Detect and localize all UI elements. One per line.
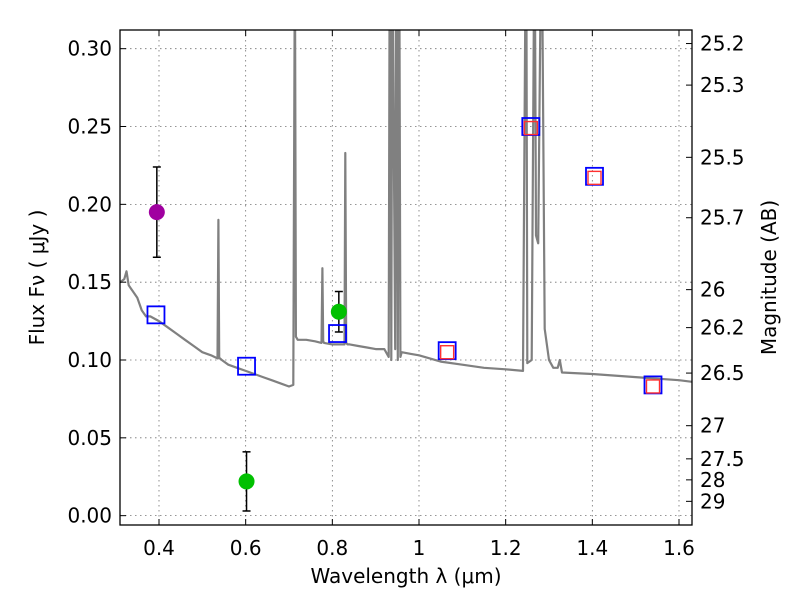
right-tick-label: 29 <box>700 489 725 513</box>
axis-ticks <box>120 30 692 525</box>
right-tick-label: 26 <box>700 278 725 302</box>
right-tick-label: 25.2 <box>700 32 745 56</box>
model-spectrum <box>120 30 692 388</box>
x-tick-label: 1.6 <box>663 536 695 560</box>
right-tick-label: 25.7 <box>700 206 745 230</box>
x-tick-label: 0.6 <box>230 536 262 560</box>
grid <box>120 30 692 525</box>
right-tick-label: 28 <box>700 468 725 492</box>
x-axis-label: Wavelength λ (μm) <box>310 564 501 588</box>
data-point <box>237 356 256 376</box>
y-tick-label: 0.10 <box>67 348 112 372</box>
y-tick-label: 0.05 <box>67 426 112 450</box>
right-tick-label: 25.5 <box>700 145 745 169</box>
data-point <box>328 324 347 343</box>
y-tick-label: 0.20 <box>67 192 112 216</box>
right-tick-label: 25.3 <box>700 73 745 97</box>
y-axis-label: Flux Fν ( μJy ) <box>25 210 49 346</box>
x-tick-label: 1.2 <box>490 536 522 560</box>
x-tick-label: 1 <box>413 536 426 560</box>
y-tick-label: 0.00 <box>67 504 112 528</box>
x-tick-label: 0.8 <box>316 536 348 560</box>
data-point <box>587 170 602 186</box>
data-points <box>146 117 663 512</box>
y-tick-label: 0.15 <box>67 270 112 294</box>
data-point <box>645 379 661 394</box>
data-point <box>238 473 255 490</box>
right-axis-label: Magnitude (AB) <box>757 200 781 355</box>
data-point <box>439 345 455 360</box>
right-tick-label: 26.5 <box>700 361 745 385</box>
right-tick-label: 26.2 <box>700 316 745 340</box>
tick-labels: 0.4 0.6 0.8 1 1.2 1.4 1.6 0.00 0.05 0.10 0.15 0.20 0… <box>67 32 744 560</box>
spectrum-line <box>120 30 692 388</box>
right-tick-label: 27.5 <box>700 447 745 471</box>
right-tick-label: 27 <box>700 414 725 438</box>
data-point <box>330 303 347 320</box>
data-point <box>523 120 538 136</box>
data-point <box>146 305 166 325</box>
x-tick-label: 1.4 <box>576 536 608 560</box>
data-point <box>148 204 165 221</box>
x-tick-label: 0.4 <box>143 536 175 560</box>
y-tick-label: 0.30 <box>67 37 112 61</box>
y-tick-label: 0.25 <box>67 115 112 139</box>
plot-frame <box>119 29 693 526</box>
